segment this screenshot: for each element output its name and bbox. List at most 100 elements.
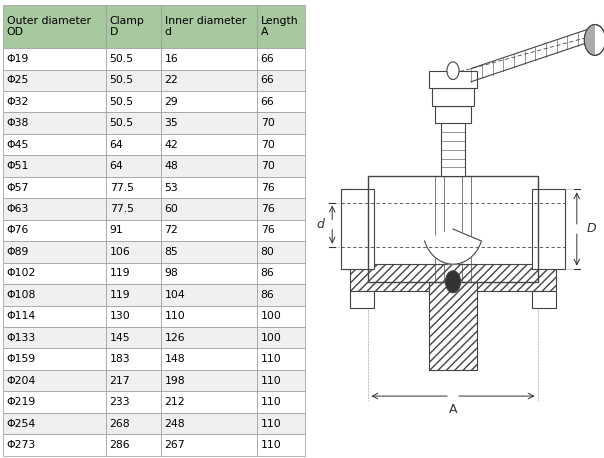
Bar xyxy=(3,155,106,177)
Text: 106: 106 xyxy=(109,247,130,257)
Bar xyxy=(106,284,161,305)
Circle shape xyxy=(447,62,459,80)
Bar xyxy=(161,370,257,391)
Bar xyxy=(161,91,257,113)
Bar xyxy=(106,241,161,262)
Polygon shape xyxy=(425,229,481,264)
Bar xyxy=(257,220,305,241)
Text: 91: 91 xyxy=(109,225,123,235)
Text: 60: 60 xyxy=(164,204,178,214)
Bar xyxy=(532,290,556,308)
Bar xyxy=(441,97,465,176)
Text: 100: 100 xyxy=(260,311,281,321)
Bar xyxy=(3,391,106,413)
Bar xyxy=(106,91,161,113)
Bar xyxy=(106,327,161,349)
Bar xyxy=(3,434,106,456)
Text: 66: 66 xyxy=(260,75,274,85)
Text: 64: 64 xyxy=(109,161,123,171)
Text: 35: 35 xyxy=(164,118,178,128)
Text: 66: 66 xyxy=(260,54,274,64)
Bar xyxy=(3,284,106,305)
Text: 110: 110 xyxy=(260,440,281,450)
Bar xyxy=(3,48,106,70)
Bar xyxy=(161,198,257,220)
Text: Inner diameter
d: Inner diameter d xyxy=(164,16,246,37)
Text: Φ219: Φ219 xyxy=(7,397,36,407)
Text: 286: 286 xyxy=(109,440,130,450)
Text: 110: 110 xyxy=(260,354,281,364)
Bar xyxy=(106,198,161,220)
Bar xyxy=(106,5,161,48)
Bar xyxy=(350,264,556,290)
Text: 119: 119 xyxy=(109,290,130,300)
Text: 126: 126 xyxy=(164,333,185,343)
Bar xyxy=(3,113,106,134)
Text: 233: 233 xyxy=(109,397,130,407)
Bar xyxy=(161,262,257,284)
Text: Φ114: Φ114 xyxy=(7,311,36,321)
Bar xyxy=(106,391,161,413)
Bar xyxy=(161,241,257,262)
Text: Clamp
D: Clamp D xyxy=(109,16,144,37)
Text: Φ108: Φ108 xyxy=(7,290,36,300)
Text: 248: 248 xyxy=(164,419,185,429)
Text: 198: 198 xyxy=(164,376,185,386)
Text: 110: 110 xyxy=(260,419,281,429)
Bar xyxy=(257,262,305,284)
Bar xyxy=(257,241,305,262)
Bar xyxy=(257,113,305,134)
Bar xyxy=(257,155,305,177)
Bar xyxy=(106,177,161,198)
Bar xyxy=(257,413,305,434)
Text: 29: 29 xyxy=(164,97,178,107)
Bar xyxy=(106,155,161,177)
Bar xyxy=(3,241,106,262)
Bar xyxy=(106,134,161,155)
Bar xyxy=(106,413,161,434)
Bar xyxy=(161,134,257,155)
Bar xyxy=(161,284,257,305)
Bar xyxy=(3,70,106,91)
Text: 70: 70 xyxy=(260,161,274,171)
Bar xyxy=(429,71,477,88)
Text: Φ57: Φ57 xyxy=(7,183,29,192)
Bar xyxy=(350,290,374,308)
Text: Φ273: Φ273 xyxy=(7,440,36,450)
Text: 76: 76 xyxy=(260,204,274,214)
Text: 50.5: 50.5 xyxy=(109,54,133,64)
Bar xyxy=(106,48,161,70)
Bar xyxy=(341,190,374,268)
Bar xyxy=(3,349,106,370)
Text: Φ51: Φ51 xyxy=(7,161,29,171)
Text: 16: 16 xyxy=(164,54,178,64)
Text: 119: 119 xyxy=(109,268,130,278)
Text: 70: 70 xyxy=(260,118,274,128)
Wedge shape xyxy=(585,25,595,55)
Bar xyxy=(161,349,257,370)
Circle shape xyxy=(445,271,461,293)
Text: Length
A: Length A xyxy=(260,16,298,37)
Text: 66: 66 xyxy=(260,97,274,107)
Text: Φ89: Φ89 xyxy=(7,247,29,257)
Text: Φ19: Φ19 xyxy=(7,54,29,64)
Bar xyxy=(161,155,257,177)
Circle shape xyxy=(585,25,604,55)
Text: 110: 110 xyxy=(260,376,281,386)
Text: 50.5: 50.5 xyxy=(109,97,133,107)
Bar xyxy=(161,434,257,456)
Bar xyxy=(257,198,305,220)
Bar xyxy=(429,282,477,370)
Bar xyxy=(161,70,257,91)
Bar xyxy=(3,220,106,241)
Text: A: A xyxy=(449,403,457,416)
Text: 100: 100 xyxy=(260,333,281,343)
Bar xyxy=(3,305,106,327)
Text: 86: 86 xyxy=(260,268,274,278)
Bar xyxy=(161,391,257,413)
Text: d: d xyxy=(316,218,324,231)
Text: 104: 104 xyxy=(164,290,185,300)
Bar xyxy=(257,370,305,391)
Bar xyxy=(257,349,305,370)
Bar xyxy=(3,91,106,113)
